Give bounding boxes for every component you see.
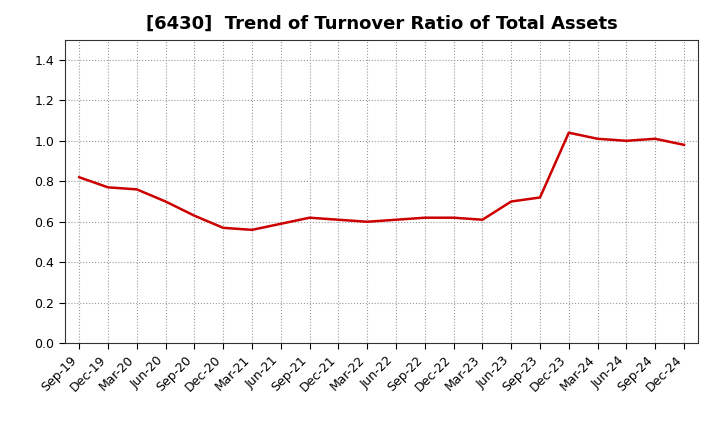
Title: [6430]  Trend of Turnover Ratio of Total Assets: [6430] Trend of Turnover Ratio of Total …	[145, 15, 618, 33]
